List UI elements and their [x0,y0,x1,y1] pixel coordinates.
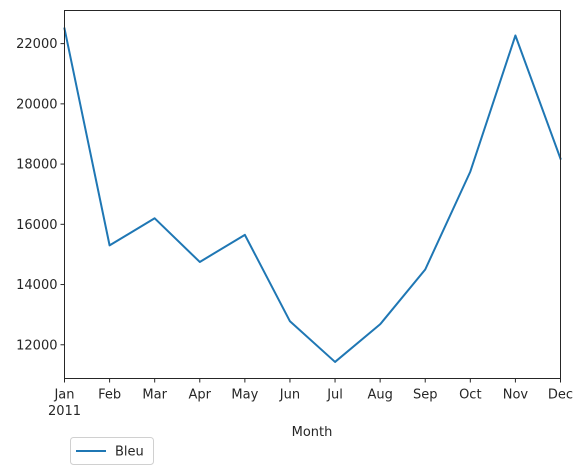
x-tick-label: Mar [142,388,167,403]
y-tick-label: 18000 [16,158,57,173]
x-tick-label: May [231,388,258,403]
x-tick-label: Oct [459,388,481,403]
legend-frame [70,437,154,465]
x-tick-label: Feb [98,388,121,403]
x-tick-label: Sep [413,388,438,403]
x-tick-label: Jul [326,388,343,403]
y-axis-ticks: 12000 14000 16000 18000 20000 22000 [16,37,65,353]
x-tick-label: Aug [367,388,392,403]
plot-frame [64,10,561,379]
y-tick-label: 14000 [16,278,57,293]
plot-area [64,10,561,379]
x-axis-title: Month [292,425,333,440]
x-tick-label: Jun [279,388,300,403]
y-tick-label: 16000 [16,218,57,233]
legend-label-bleu: Bleu [115,445,144,460]
x-tick-label: Nov [503,388,529,403]
series-layer [63,27,562,363]
y-tick-label: 12000 [16,338,57,353]
x-tick-label: Jan [53,388,74,403]
x-axis-ticks: Jan Feb Mar Apr May Jun Jul Aug Sep Oct Nov Dec [53,378,573,403]
y-tick-label: 20000 [16,97,57,112]
y-tick-label: 22000 [16,37,57,52]
x-tick-label: Apr [189,388,212,403]
x-tick-label: Dec [548,388,573,403]
series-line-bleu [63,27,562,363]
legend: Bleu [70,437,154,465]
x-year-label: 2011 [48,404,81,419]
